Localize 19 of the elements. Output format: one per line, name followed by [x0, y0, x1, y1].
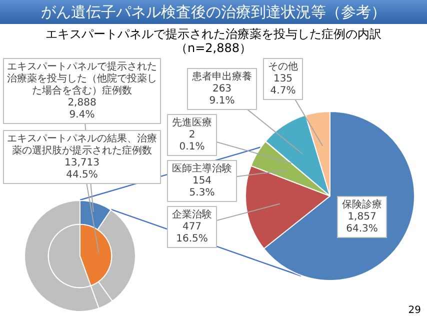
- data-label: 135 4.7%: [270, 74, 296, 97]
- data-label: 2,888 9.4%: [68, 98, 96, 121]
- data-label: 477 16.5%: [176, 222, 208, 245]
- slice-label: 患者申出療養: [191, 70, 252, 83]
- slice-label: 医師主導治験: [172, 162, 232, 175]
- slice-label: 企業治験: [172, 208, 212, 221]
- data-label: 13,713 44.5%: [64, 158, 100, 181]
- data-label: 2 0.1%: [179, 130, 205, 153]
- slice-label: 先進医療: [172, 116, 212, 129]
- slice-label: その他: [268, 60, 298, 73]
- chart-subtitle: エキスパートパネルで提示された治療薬を投与した症例の内訳（n=2,888）: [44, 27, 382, 55]
- data-label: 1,857 64.3%: [346, 212, 378, 235]
- text: エキスパートパネルで提示された治療薬を投与した（他院で投薬した場合を含む）症例数: [7, 60, 157, 97]
- data-label: 263 9.1%: [209, 84, 235, 107]
- text: エキスパートパネルの結果、治療薬の選択肢が提示された症例数: [7, 132, 157, 157]
- slice-label: 保険診療: [342, 198, 382, 211]
- chart-title: がん遺伝子パネル検査後の治療到達状況等（参考）: [0, 0, 427, 24]
- text: 29: [408, 305, 421, 316]
- data-label: 154 5.3%: [189, 176, 215, 199]
